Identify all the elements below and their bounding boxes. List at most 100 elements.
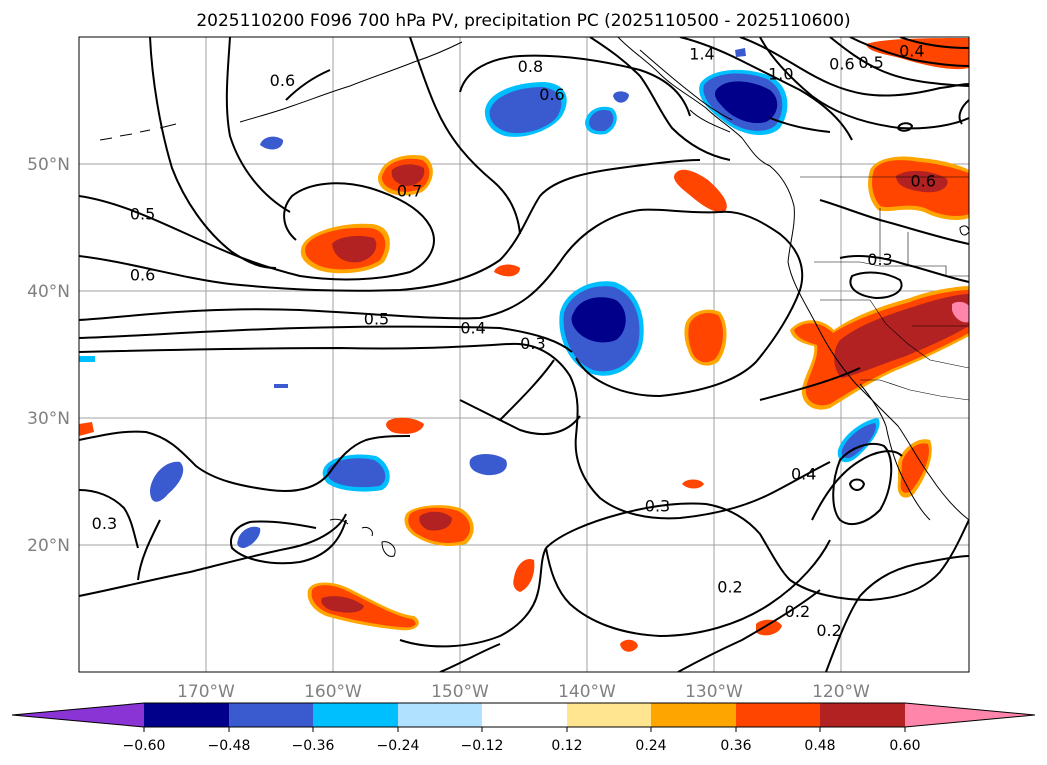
contour-line: [829, 37, 969, 87]
coastline-baja: [859, 383, 931, 521]
neg-blob-core: [489, 87, 562, 134]
lon-tick-label: 160°W: [304, 682, 362, 702]
pos-blob-north-center: [377, 154, 433, 196]
lat-tick-label: 50°N: [27, 155, 70, 175]
contour-labels: 0.81.41.00.6 0.50.40.60.60.70.50.60.5 0.40…: [92, 42, 936, 640]
lat-tick-label: 20°N: [27, 536, 70, 556]
neg-blob-central-low: [559, 281, 644, 376]
colorbar-swatch: [229, 703, 313, 727]
pos-blob-strip: [674, 169, 727, 213]
pos-blob-peak: [952, 301, 969, 323]
pos-blob-tiny: [620, 639, 638, 652]
contour-line: [149, 37, 277, 269]
lon-tick-label: 150°W: [431, 682, 489, 702]
contour-line: [79, 513, 347, 597]
contour-line: [759, 367, 861, 401]
pos-blob-south: [307, 582, 419, 631]
colorbar-swatch: [567, 703, 651, 727]
neg-blob-small: [237, 526, 261, 548]
contour-line: [759, 37, 969, 130]
lon-tick-label: 170°W: [177, 682, 235, 702]
contour-line: [848, 478, 866, 491]
contour-label: 0.5: [858, 53, 883, 72]
coastline-aleutian-islands: [99, 123, 177, 141]
contour-line: [739, 37, 969, 97]
colorbar-tick-label: −0.60: [123, 738, 166, 754]
lon-tick-label: 120°W: [812, 682, 870, 702]
coastline-hawaii: [329, 518, 396, 557]
contour-line: [79, 325, 573, 353]
contour-line: [899, 37, 969, 49]
contour-line: [79, 182, 435, 281]
coastline-aleutians: [239, 41, 463, 123]
coastline-small: [959, 225, 969, 236]
contour-line: [839, 255, 969, 283]
contour-label: 0.2: [717, 578, 742, 597]
colorbar-tick-label: 0.60: [889, 738, 920, 754]
contour-line: [439, 643, 501, 672]
lon-tick-label: 130°W: [685, 682, 743, 702]
contour-label: 0.2: [816, 621, 841, 640]
neg-blob-gulf-of-alaska: [484, 82, 567, 137]
pos-blob-small: [513, 558, 535, 592]
neg-blob-core: [589, 110, 614, 132]
contour-line: [769, 117, 831, 133]
colorbar-swatch: [820, 703, 905, 727]
contour-label: 0.5: [364, 310, 389, 329]
colorbar-swatch: [736, 703, 820, 727]
contour-label: 0.6: [270, 71, 295, 90]
contour-line: [811, 450, 903, 521]
contour-line: [137, 519, 161, 581]
neg-blob-bc-coast: [699, 69, 788, 135]
contour-line: [285, 69, 331, 101]
neg-blob-core: [326, 458, 386, 488]
pos-blob-tiny: [682, 479, 704, 489]
contour-line: [677, 589, 821, 672]
contour-line: [79, 430, 411, 492]
neg-blob-tiny: [274, 384, 288, 388]
pos-blob-north-pacific: [300, 223, 390, 274]
contour-label: 1.0: [768, 65, 793, 84]
colorbar-swatch: [482, 703, 567, 727]
contour-line: [230, 519, 347, 565]
pos-blob-small: [386, 417, 424, 434]
pv-contours: [79, 37, 969, 672]
coastline-north-america: [617, 37, 969, 521]
contour-line: [825, 555, 969, 672]
pos-blob-edge: [79, 422, 94, 436]
contour-line: [79, 342, 831, 520]
contour-label: 0.6: [910, 171, 935, 190]
contour-line: [459, 54, 691, 117]
colorbar-tick-label: −0.48: [208, 738, 251, 754]
contour-label: 0.8: [518, 57, 543, 76]
contour-label: 1.4: [689, 44, 714, 63]
border-us-mexico: [860, 379, 969, 401]
colorbar-swatch: [144, 703, 229, 727]
colorbar-ticks: [143, 727, 906, 732]
colorbar-tick-label: −0.24: [377, 738, 420, 754]
contour-line: [958, 99, 969, 125]
chart-title: 2025110200 F096 700 hPa PV, precipitatio…: [196, 11, 850, 31]
pos-blob-core: [896, 170, 948, 193]
contour-line: [399, 547, 547, 648]
contour-line: [545, 502, 969, 602]
contour-line: [589, 37, 731, 161]
contour-line: [79, 159, 701, 292]
border-state-line: [879, 208, 909, 266]
neg-blob-small: [150, 461, 184, 502]
pos-blob-core: [419, 511, 452, 531]
lat-tick-label: 30°N: [27, 409, 70, 429]
neg-blob-core: [841, 423, 876, 459]
contour-label: 0.6: [539, 85, 564, 104]
contour-line: [832, 442, 893, 526]
colorbar-tick-label: 0.36: [720, 738, 751, 754]
pos-blob-core: [900, 443, 929, 493]
pos-blob-core: [688, 313, 724, 363]
contour-line: [225, 37, 291, 213]
contour-line: [679, 37, 853, 141]
contour-label: 0.7: [397, 181, 422, 200]
coastlines: [99, 37, 969, 557]
neg-blob-subtropical: [322, 454, 390, 492]
axis-labels: 170°W 160°W 150°W 140°W 130°W 120°W 20°N…: [27, 155, 870, 702]
colorbar-extend-low: [12, 703, 144, 727]
